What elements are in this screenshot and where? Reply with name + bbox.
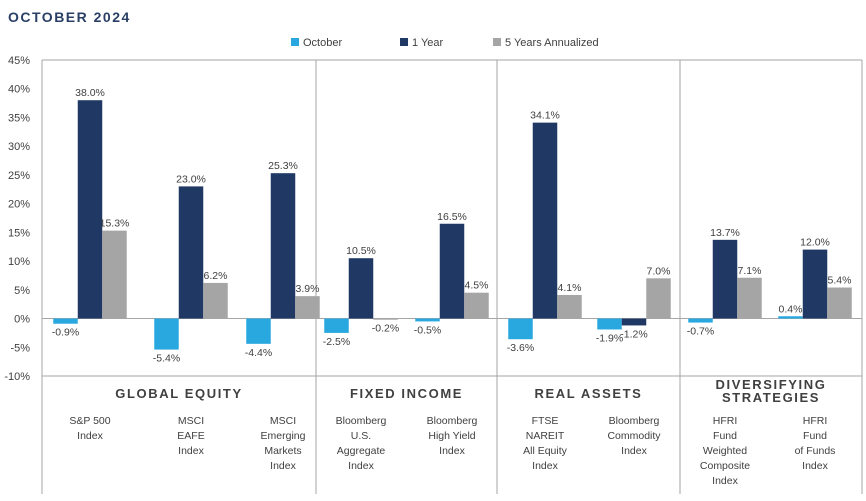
group-label: GLOBAL EQUITY <box>115 386 242 401</box>
category-label: MSCI EAFE Index <box>177 415 204 457</box>
labels-layer: -0.9% 38.0% 15.3% -5.4% 23.0% 6.2% -4.4% 25.3% 3… <box>52 87 852 487</box>
y-tick-label: 40% <box>8 84 30 96</box>
data-label: 12.0% <box>800 237 830 249</box>
data-label: -1.2% <box>620 328 647 340</box>
data-label: -0.5% <box>414 324 441 336</box>
group-label: STRATEGIES <box>722 390 820 405</box>
bar-october <box>778 316 803 319</box>
category-label: HFRI Fund Weighted Composite Index <box>700 415 750 487</box>
category-label: HFRI Fund of Funds Index <box>795 415 836 472</box>
category-label: Bloomberg U.S. Aggregate Index <box>336 415 387 472</box>
bar-october <box>324 318 349 333</box>
legend-swatch <box>291 38 299 46</box>
category-label: FTSE NAREIT All Equity Index <box>523 415 568 472</box>
category-label: S&P 500 Index <box>69 415 110 442</box>
y-tick-label: 20% <box>8 199 30 211</box>
category-label: Bloomberg Commodity Index <box>607 415 661 457</box>
data-label: -0.7% <box>687 326 714 338</box>
data-label: -0.9% <box>52 327 79 339</box>
bar-5-years-annualized <box>102 230 127 319</box>
data-label: 38.0% <box>75 87 105 99</box>
data-label: 6.2% <box>204 270 228 282</box>
y-tick-label: -10% <box>4 371 30 383</box>
data-label: 7.0% <box>647 265 671 277</box>
bar-5-years-annualized <box>557 294 582 319</box>
y-tick-label: 0% <box>14 314 30 326</box>
bar-1-year <box>439 223 465 319</box>
y-tick-label: 5% <box>14 285 30 297</box>
legend-label: 5 Years Annualized <box>505 37 599 49</box>
data-label: 34.1% <box>530 110 560 122</box>
bar-october <box>508 318 533 340</box>
bar-1-year <box>178 186 204 319</box>
bar-5-years-annualized <box>737 277 762 319</box>
y-tick-label: 15% <box>8 227 30 239</box>
data-label: 3.9% <box>296 283 320 295</box>
bar-1-year <box>77 100 103 319</box>
bar-5-years-annualized <box>373 318 398 320</box>
legend: October 1 Year 5 Years Annualized <box>291 37 599 49</box>
data-label: -1.9% <box>596 332 623 344</box>
legend-label: 1 Year <box>412 37 444 49</box>
y-tick-label: 35% <box>8 112 30 124</box>
y-tick-label: 10% <box>8 256 30 268</box>
bar-october <box>154 318 179 350</box>
data-label: -2.5% <box>323 336 350 348</box>
bar-october <box>597 318 622 330</box>
category-label: Bloomberg High Yield Index <box>427 415 478 457</box>
data-label: 7.1% <box>738 265 762 277</box>
bar-5-years-annualized <box>295 296 320 319</box>
data-label: 13.7% <box>710 227 740 239</box>
bar-5-years-annualized <box>464 292 489 319</box>
data-label: 0.4% <box>779 303 803 315</box>
group-label: DIVERSIFYING <box>716 377 827 392</box>
legend-swatch <box>400 38 408 46</box>
y-tick-label: 25% <box>8 170 30 182</box>
y-tick-label: -5% <box>10 342 30 354</box>
bar-october <box>53 318 78 324</box>
category-label: MSCI Emerging Markets Index <box>261 415 306 472</box>
page-title: OCTOBER 2024 <box>8 9 131 25</box>
group-label: FIXED INCOME <box>350 386 463 401</box>
y-tick-label: 45% <box>8 55 30 67</box>
bar-1-year <box>621 318 647 326</box>
data-label: 4.1% <box>558 282 582 294</box>
bar-october <box>415 318 440 322</box>
data-label: 15.3% <box>100 218 130 230</box>
data-label: -5.4% <box>153 353 180 365</box>
data-label: -3.6% <box>507 342 534 354</box>
bars-layer <box>53 100 852 350</box>
data-label: 16.5% <box>437 211 467 223</box>
data-label: 23.0% <box>176 173 206 185</box>
data-label: 25.3% <box>268 160 298 172</box>
bar-october <box>688 318 713 323</box>
bar-1-year <box>532 122 558 319</box>
legend-swatch <box>493 38 501 46</box>
legend-label: October <box>303 37 342 49</box>
data-label: -0.2% <box>372 323 399 335</box>
bar-5-years-annualized <box>646 278 671 319</box>
data-label: 10.5% <box>346 245 376 257</box>
bar-5-years-annualized <box>203 282 228 319</box>
bar-5-years-annualized <box>827 287 852 319</box>
bar-1-year <box>802 249 828 319</box>
bar-1-year <box>348 258 374 319</box>
data-label: -4.4% <box>245 347 272 359</box>
data-label: 5.4% <box>828 275 852 287</box>
data-label: 4.5% <box>465 280 489 292</box>
group-label: REAL ASSETS <box>535 386 643 401</box>
bar-1-year <box>270 173 296 319</box>
bar-october <box>246 318 271 344</box>
bar-1-year <box>712 239 738 319</box>
y-tick-label: 30% <box>8 141 30 153</box>
